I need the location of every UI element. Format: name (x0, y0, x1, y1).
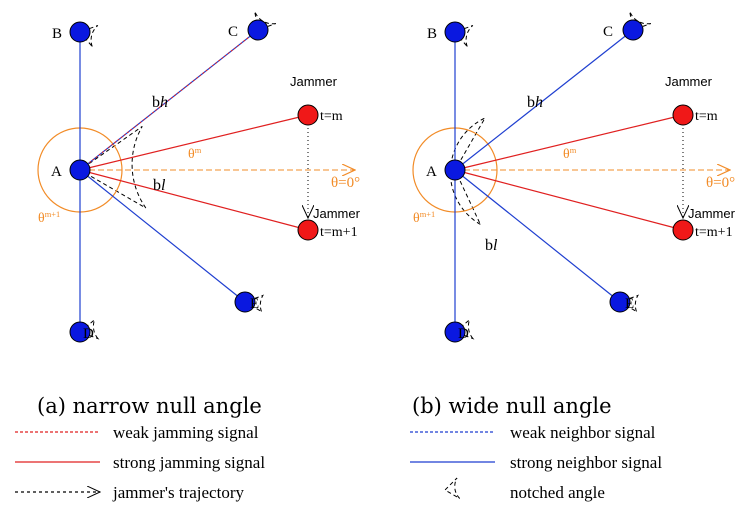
legend-label: strong neighbor signal (510, 453, 662, 472)
jammer-label: Jammer (290, 74, 338, 89)
jammer-label: Jammer (665, 74, 713, 89)
jammer (297, 219, 319, 241)
node-label: A (426, 164, 437, 180)
node (69, 321, 91, 343)
jammer (672, 219, 694, 241)
angle-label: bh (152, 94, 168, 111)
node (234, 291, 256, 313)
sub: l (161, 177, 166, 194)
sup: m (570, 146, 577, 155)
jammer-label: t=m (320, 109, 343, 124)
legend-label: notched angle (510, 483, 605, 502)
angle-label: θm (188, 146, 202, 162)
notched-angle (444, 477, 461, 499)
node-label: C (228, 24, 238, 40)
node (247, 19, 269, 41)
node-label: B (52, 26, 62, 42)
node (609, 291, 631, 313)
base: b (527, 94, 535, 111)
angle-label: bh (527, 94, 543, 111)
node (444, 21, 466, 43)
caption: (a) narrow null angle (37, 394, 262, 418)
base: b (485, 237, 493, 254)
node (69, 159, 91, 181)
connection (454, 114, 684, 171)
base: b (153, 177, 161, 194)
base: θ (38, 211, 45, 226)
node-label: D (458, 326, 469, 342)
sup: m (195, 146, 202, 155)
node-label: C (603, 24, 613, 40)
notched-angle (243, 294, 264, 313)
notched-angle (79, 125, 147, 209)
legend-label: weak neighbor signal (510, 423, 656, 442)
node (444, 321, 466, 343)
base: θ (563, 147, 570, 162)
node-label: B (427, 26, 437, 42)
sub: l (493, 237, 498, 254)
angle-label: θm+1 (38, 210, 60, 226)
jammer-label: t=m (695, 109, 718, 124)
notched-angle (254, 11, 277, 31)
node (444, 159, 466, 181)
notched-angle (454, 25, 474, 47)
connection (79, 169, 246, 303)
sup: m+1 (420, 210, 435, 219)
connection (79, 29, 259, 171)
notched-angle (618, 294, 639, 313)
connection (79, 169, 309, 231)
node-label: E (250, 296, 259, 312)
node-label: E (625, 296, 634, 312)
jammer-label: Jammer (688, 206, 736, 221)
jammer (297, 104, 319, 126)
connection (454, 29, 634, 171)
angle-label: bl (153, 177, 166, 194)
legend-label: jammer's trajectory (112, 483, 244, 502)
angle-label: θm (563, 146, 577, 162)
sub: h (535, 94, 543, 111)
connection (79, 114, 309, 171)
caption: (b) wide null angle (412, 394, 612, 418)
base: b (152, 94, 160, 111)
sub: h (160, 94, 168, 111)
base: θ (413, 211, 420, 226)
node (69, 21, 91, 43)
legend-label: weak jamming signal (113, 423, 259, 442)
connection (454, 169, 684, 231)
node-label: A (51, 164, 62, 180)
notched-angle (79, 25, 99, 47)
notched-angle (629, 11, 652, 31)
jammer-label: t=m+1 (695, 225, 733, 240)
notched-angle (454, 318, 475, 340)
angle-label: θm+1 (413, 210, 435, 226)
reference-label: θ=0° (706, 175, 735, 191)
base: θ (188, 147, 195, 162)
node-label: D (83, 326, 94, 342)
node (622, 19, 644, 41)
connection (454, 169, 621, 303)
angle-label: bl (485, 237, 498, 254)
jammer-label: t=m+1 (320, 225, 358, 240)
sup: m+1 (45, 210, 60, 219)
jammer-label: Jammer (313, 206, 361, 221)
jammer (672, 104, 694, 126)
reference-label: θ=0° (331, 175, 360, 191)
notched-angle (79, 318, 100, 340)
legend-label: strong jamming signal (113, 453, 265, 472)
